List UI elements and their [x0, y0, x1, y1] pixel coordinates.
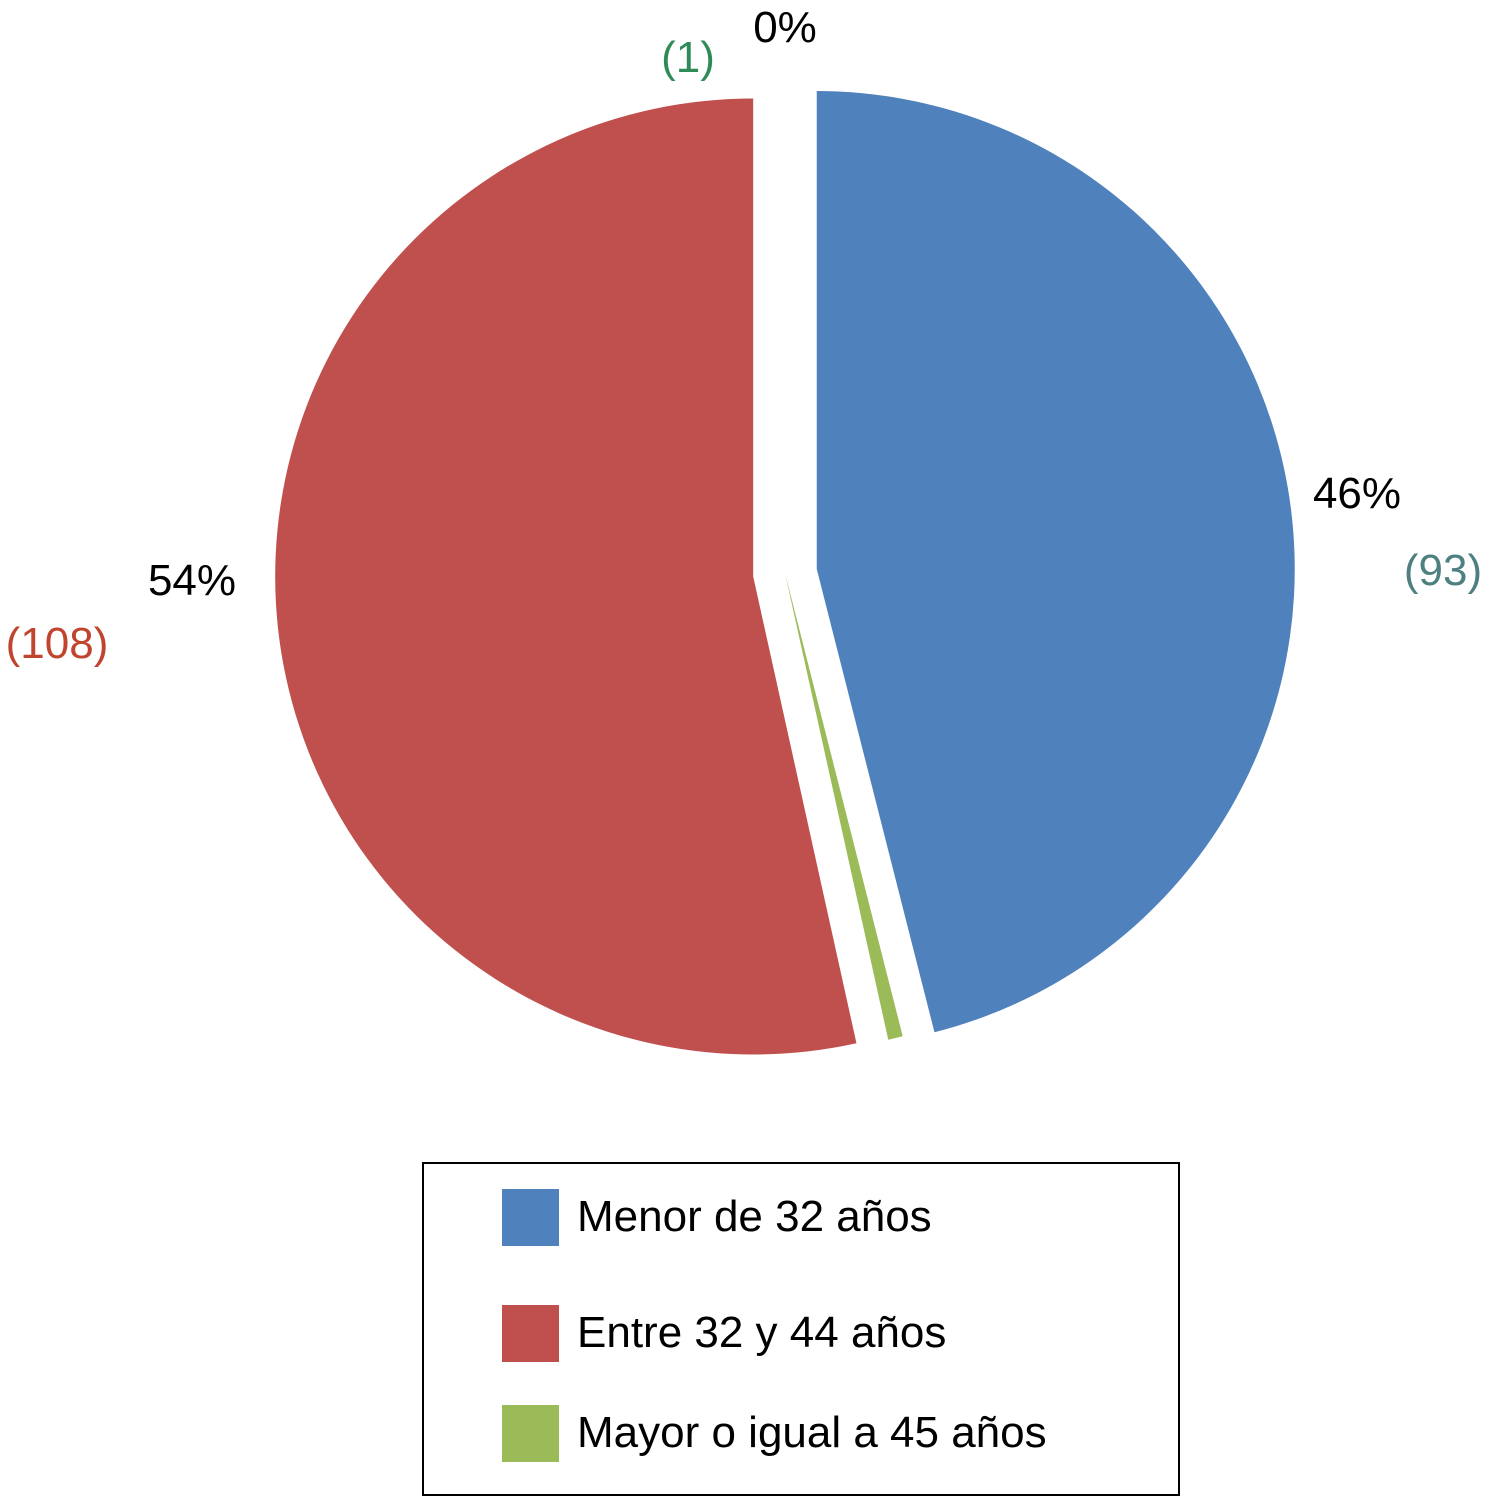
legend-label-mayor-45: Mayor o igual a 45 años — [577, 1408, 1047, 1457]
pie-percent-label: 46% — [1313, 469, 1401, 518]
legend-item-entre-32-44: Entre 32 y 44 años — [502, 1304, 946, 1362]
pie-data-labels: 46%(93) 0% (1) 54% (108) — [6, 3, 1482, 668]
legend-label-menor-32: Menor de 32 años — [577, 1192, 932, 1241]
pie-slice-mayor-o-igual-a-45-a-os — [785, 573, 903, 1040]
pie-slice-menor-de-32-a-os — [816, 91, 1295, 1033]
pie-slice-entre-32-y-44-a-os — [275, 98, 857, 1055]
legend-swatch-mayor-45 — [502, 1404, 559, 1462]
legend-item-menor-32: Menor de 32 años — [502, 1188, 932, 1246]
legend-swatch-entre-32-44 — [502, 1304, 559, 1362]
pie-count-label: (1) — [661, 33, 715, 82]
pie-count-label: (108) — [6, 619, 109, 668]
legend-item-mayor-45: Mayor o igual a 45 años — [502, 1404, 1047, 1462]
chart-legend: Menor de 32 años Entre 32 y 44 años Mayo… — [422, 1162, 1180, 1496]
legend-label-entre-32-44: Entre 32 y 44 años — [577, 1308, 947, 1357]
pie-percent-label: 54% — [148, 556, 236, 605]
pie-count-label: (93) — [1404, 546, 1482, 595]
pie-slices — [275, 91, 1295, 1055]
legend-swatch-menor-32 — [502, 1188, 559, 1246]
pie-percent-label: 0% — [753, 3, 817, 52]
